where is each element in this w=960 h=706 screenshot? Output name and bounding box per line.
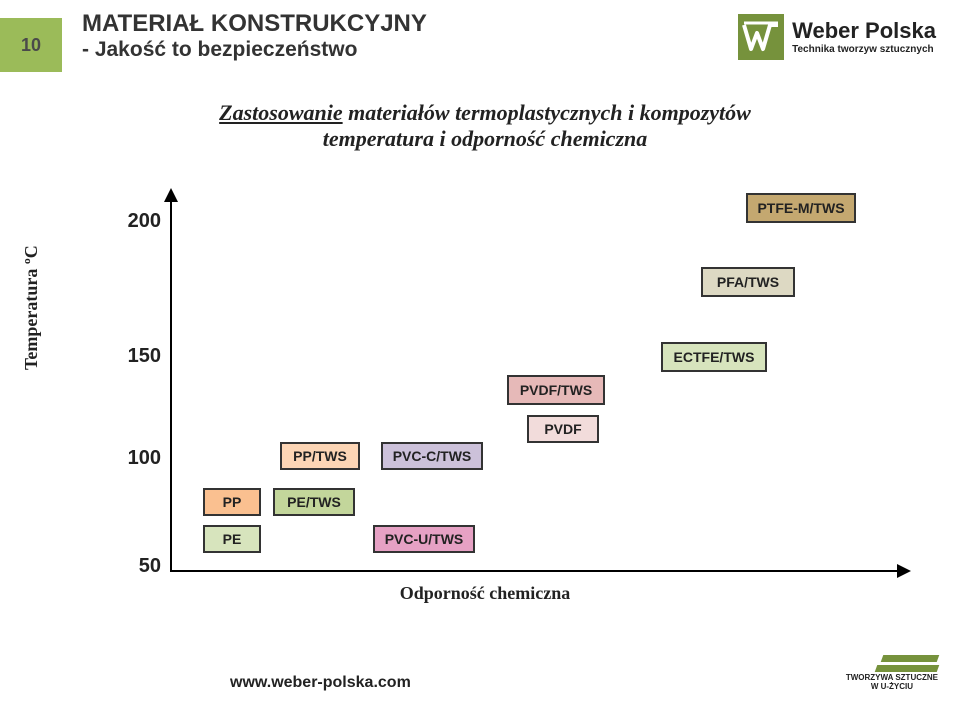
- material-box: PVC-U/TWS: [373, 525, 475, 553]
- material-box: PVDF: [527, 415, 599, 443]
- material-box: ECTFE/TWS: [661, 342, 767, 372]
- y-tick-label: 200: [117, 210, 161, 233]
- header-title: MATERIAŁ KONSTRUKCYJNY - Jakość to bezpi…: [82, 10, 427, 62]
- material-box: PTFE-M/TWS: [746, 193, 856, 223]
- material-box: PFA/TWS: [701, 267, 795, 297]
- page-number-block: 10: [0, 18, 62, 72]
- y-axis-arrow-icon: [164, 188, 178, 202]
- material-box: PE: [203, 525, 261, 553]
- x-axis-label: Odporność chemiczna: [55, 583, 915, 604]
- footer-url: www.weber-polska.com: [230, 674, 411, 692]
- material-box: PVDF/TWS: [507, 375, 605, 405]
- x-axis-arrow-icon: [897, 564, 911, 578]
- footer-badge: TWORZYWA SZTUCZNE W U-ŻYCIU: [846, 655, 938, 692]
- header-line2: - Jakość to bezpieczeństwo: [82, 38, 427, 62]
- logo-text: Weber Polska Technika tworzyw sztucznych: [792, 19, 936, 54]
- slide-subtitle: Zastosowanie materiałów termoplastycznyc…: [175, 100, 795, 152]
- logo-name: Weber Polska: [792, 19, 936, 43]
- subtitle-rest1: materiałów termoplastycznych i kompozytó…: [343, 100, 751, 125]
- material-box: PP: [203, 488, 261, 516]
- subtitle-line2: temperatura i odporność chemiczna: [323, 126, 648, 151]
- page-number: 10: [21, 35, 41, 56]
- y-tick-label: 150: [117, 345, 161, 368]
- y-axis-line: [170, 190, 172, 572]
- materials-chart: Temperatura ºC Odporność chemiczna 20015…: [55, 190, 915, 600]
- logo-square-icon: [738, 14, 784, 60]
- material-box: PVC-C/TWS: [381, 442, 483, 470]
- footer-bars-icon: [846, 655, 938, 672]
- x-axis-line: [170, 570, 905, 572]
- y-tick-label: 50: [117, 555, 161, 578]
- material-box: PP/TWS: [280, 442, 360, 470]
- subtitle-underlined: Zastosowanie: [219, 100, 342, 125]
- y-axis-label: Temperatura ºC: [21, 245, 42, 370]
- footer-badge-line2: W U-ŻYCIU: [846, 683, 938, 692]
- brand-logo: Weber Polska Technika tworzyw sztucznych: [738, 14, 936, 60]
- header-line1: MATERIAŁ KONSTRUKCYJNY: [82, 10, 427, 38]
- logo-tagline: Technika tworzyw sztucznych: [792, 44, 936, 55]
- y-tick-label: 100: [117, 447, 161, 470]
- material-box: PE/TWS: [273, 488, 355, 516]
